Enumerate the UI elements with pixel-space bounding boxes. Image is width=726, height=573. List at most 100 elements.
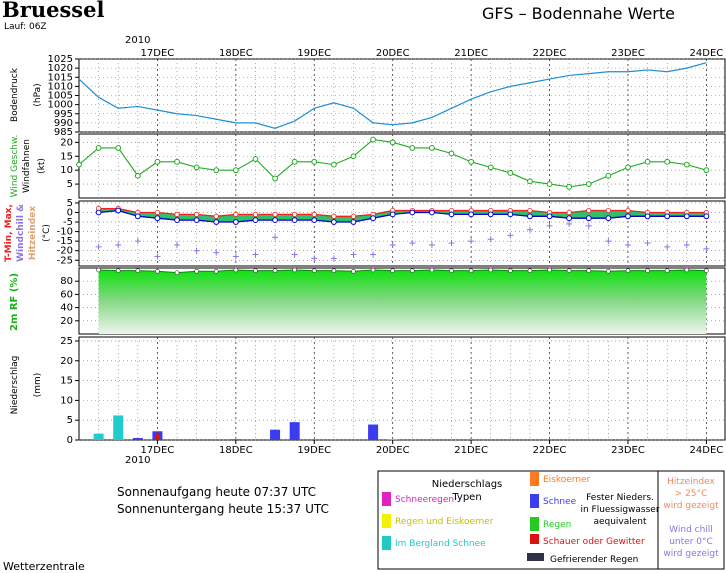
y-tick-label: 985 [54, 127, 73, 138]
humidity-point [292, 267, 297, 273]
tmax-point [233, 211, 239, 217]
humidity-point [174, 270, 180, 275]
year-bottom-label: 2010 [125, 455, 151, 466]
humidity-point [684, 267, 690, 273]
legend-swatch [530, 472, 539, 486]
sunset-text: Sonnenuntergang heute 15:37 UTC [117, 502, 329, 516]
humidity-point [155, 268, 160, 274]
tmax-point [213, 213, 219, 219]
precip-bar [289, 422, 300, 440]
tmin-point [644, 213, 651, 220]
shower-bar [155, 432, 160, 440]
chart-title: GFS – Bodennahe Werte [482, 4, 675, 23]
wind-point [664, 158, 671, 165]
humidity-point [704, 268, 709, 273]
legend-chill-text: unter 0°C [669, 537, 713, 547]
tmax-line [98, 207, 707, 217]
tmax-point [292, 211, 298, 217]
y-tick-label: -15 [57, 236, 73, 247]
x-day-label-top: 18DEC [219, 48, 253, 59]
y-tick-label: 20 [60, 137, 73, 148]
humidity-point [410, 268, 415, 273]
humidity-point [508, 268, 513, 273]
tmin-point [487, 211, 494, 218]
legend-swatch [530, 494, 539, 508]
sunrise-text: Sonnenaufgang heute 07:37 UTC [117, 485, 317, 499]
tmin-point [311, 217, 318, 224]
y-tick-label: -5 [63, 217, 73, 228]
x-day-label-bottom: 17DEC [141, 445, 175, 456]
tmax-point [194, 211, 200, 217]
tmin-point [134, 213, 141, 220]
humidity-point [253, 268, 258, 273]
legend-chill-text: Wind chill [669, 525, 713, 535]
wind-point [115, 145, 122, 151]
tmax-point [566, 209, 572, 216]
city-title: Bruessel [2, 0, 105, 22]
precip-bar [230, 439, 241, 440]
humidity-point [96, 267, 101, 273]
tmin-point [213, 219, 220, 225]
tmax-point [350, 213, 357, 219]
humidity-point [370, 267, 376, 273]
wind-point [76, 161, 82, 168]
wind-point [272, 175, 278, 182]
tmin-point [625, 213, 631, 220]
tmin-point [448, 211, 455, 218]
humidity-point [194, 268, 199, 274]
y-tick-label: 60 [60, 289, 73, 300]
humidity-point [115, 268, 121, 273]
y-tick-label: -25 [57, 255, 73, 266]
humidity-point [547, 267, 552, 273]
precip-bar [387, 439, 398, 440]
precip-ylabel: Niederschlag [10, 356, 20, 415]
wind-point [232, 167, 239, 174]
legend-swatch [382, 514, 391, 528]
humidity-point [586, 268, 592, 273]
x-day-label-top: 19DEC [297, 48, 331, 59]
wind-point [252, 156, 259, 162]
legend-subtitle: Typen [451, 492, 481, 503]
humidity-area [98, 269, 707, 334]
x-day-label-top: 22DEC [533, 48, 567, 59]
wind-point [683, 161, 690, 168]
humidity-line [98, 269, 707, 274]
tmin-line [98, 209, 707, 223]
pressure-line [78, 62, 707, 129]
y-tick-label: 10 [60, 395, 73, 406]
y-tick-label: -10 [57, 227, 73, 238]
tmin-point [468, 211, 475, 218]
tmin-point [605, 215, 612, 222]
y-tick-label: 5 [67, 198, 73, 209]
y-tick-label: 0 [67, 207, 73, 218]
humidity-point [351, 268, 356, 274]
wind-point [527, 178, 533, 185]
precip-bar [368, 424, 379, 440]
wind-point [330, 161, 337, 168]
wind-point [213, 167, 220, 174]
humidity-point [272, 268, 278, 273]
humidity-point [390, 268, 395, 273]
legend-title: Niederschlags [432, 479, 503, 490]
y-tick-label: 20 [60, 356, 73, 367]
footer-credit: Wetterzentrale [3, 560, 85, 573]
x-day-label-bottom: 20DEC [376, 445, 410, 456]
wind-point [448, 150, 455, 157]
x-day-label-top: 24DEC [690, 48, 724, 59]
panel-frame-precipitation [78, 336, 726, 441]
tmin-point [193, 217, 200, 224]
humidity-point [135, 268, 141, 273]
windchill-label: Windchill & [16, 204, 26, 262]
legend-swatch [530, 534, 539, 544]
tmin-point [115, 207, 122, 214]
tmax-point [586, 207, 592, 214]
tmax-point [154, 209, 161, 216]
pressure-unit: (hPa) [33, 83, 43, 106]
y-tick-label: 25 [60, 336, 73, 347]
legend-label: Eiskoerner [543, 475, 591, 485]
humidity-point [449, 268, 454, 273]
tmin-point [232, 219, 239, 225]
x-day-label-bottom: 22DEC [533, 445, 567, 456]
legend-label-freezing: Gefrierender Regen [550, 555, 638, 565]
